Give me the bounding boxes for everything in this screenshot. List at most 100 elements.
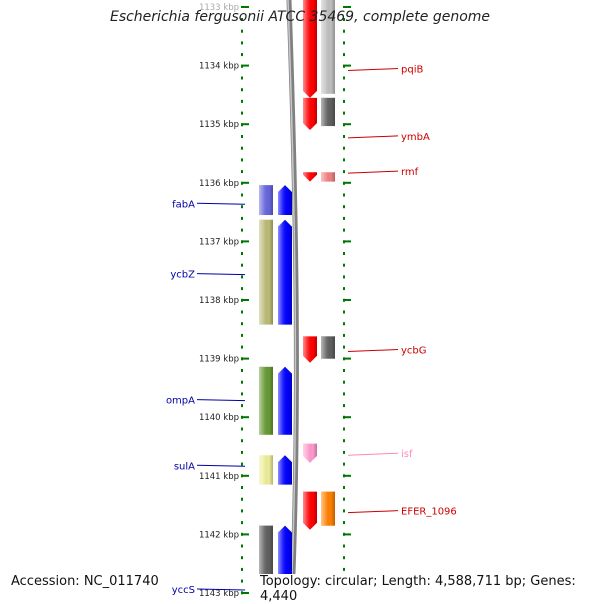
minor-tick xyxy=(241,146,243,150)
gene-ymba-class-bar-shade xyxy=(321,97,335,127)
minor-tick xyxy=(241,345,243,349)
backbone xyxy=(286,0,299,600)
minor-tick xyxy=(241,287,243,291)
tick-label: 1135 kbp xyxy=(199,120,239,130)
major-tick-left xyxy=(241,592,249,594)
minor-tick xyxy=(241,158,243,162)
gene-ompa-leader xyxy=(196,399,246,402)
genome-backbone-highlight xyxy=(287,0,297,600)
gene-pqib-leader xyxy=(347,68,399,72)
major-tick-left xyxy=(241,357,249,360)
minor-tick xyxy=(241,216,243,220)
major-tick-right xyxy=(343,123,351,126)
minor-tick xyxy=(343,462,345,466)
minor-tick xyxy=(241,99,243,103)
minor-tick xyxy=(241,544,243,548)
major-tick-right xyxy=(343,474,351,477)
minor-tick xyxy=(241,111,243,115)
gene-ycbg-arrow-shade xyxy=(303,336,317,363)
minor-tick xyxy=(343,135,345,138)
minor-tick xyxy=(343,193,345,197)
gene-efer-1096-label[interactable]: EFER_1096 xyxy=(401,507,457,518)
minor-tick xyxy=(241,404,243,408)
minor-tick xyxy=(241,521,243,525)
tick-label: 1141 kbp xyxy=(199,472,239,482)
gene-labels: pqiB ymbA rmf ycbG isf EFER_1096 fabA ycbZ ompA s… xyxy=(166,65,457,596)
minor-tick xyxy=(343,404,345,408)
major-tick-left xyxy=(241,240,249,243)
minor-tick xyxy=(343,170,345,174)
gene-ycbz-class-bar-shade xyxy=(259,219,273,325)
gene-faba-label[interactable]: fabA xyxy=(172,199,195,210)
gene-ycbz-arrow-shade xyxy=(278,219,292,325)
minor-tick xyxy=(241,509,243,513)
gene-sula-label[interactable]: sulA xyxy=(174,461,195,472)
major-tick-left xyxy=(241,6,249,8)
gene-pqib-arrow-shade xyxy=(303,0,317,98)
minor-tick xyxy=(241,263,243,267)
gene-ycbg-label[interactable]: ycbG xyxy=(401,346,427,357)
gene-sula-arrow-shade xyxy=(278,455,292,485)
minor-tick xyxy=(343,345,345,349)
minor-tick xyxy=(241,556,243,560)
minor-tick xyxy=(241,486,243,489)
minor-tick xyxy=(343,567,345,571)
minor-tick xyxy=(343,497,345,501)
minor-tick xyxy=(241,439,243,443)
major-tick-right xyxy=(343,357,351,360)
gene-sula-class-bar-shade xyxy=(259,455,273,485)
minor-tick xyxy=(241,427,243,431)
minor-tick xyxy=(343,392,345,396)
gene-rmf-arrow-shade xyxy=(303,172,317,182)
major-tick-left xyxy=(241,181,249,184)
minor-tick xyxy=(343,216,345,220)
minor-tick xyxy=(241,76,243,80)
major-tick-left xyxy=(241,64,249,67)
minor-tick xyxy=(241,462,243,466)
gene-sula-leader xyxy=(196,464,246,467)
minor-tick xyxy=(241,228,243,232)
gene-faba-class-bar-shade xyxy=(259,185,273,216)
minor-tick xyxy=(343,111,345,115)
minor-tick xyxy=(343,369,345,372)
major-tick-right xyxy=(343,299,351,301)
gene-ymba-label[interactable]: ymbA xyxy=(401,132,430,143)
gene-ompa-label[interactable]: ompA xyxy=(166,396,195,407)
gene-ompa-class-bar-shade xyxy=(259,366,273,435)
minor-tick xyxy=(241,29,243,33)
minor-tick xyxy=(343,380,345,384)
axis-ticks: 1133 kbp 1134 kbp 1135 kbp 1136 kbp 1137 kbp… xyxy=(199,3,351,599)
gene-pqib-label[interactable]: pqiB xyxy=(401,65,423,76)
map-title: Escherichia fergusonii ATCC 35469, compl… xyxy=(109,9,491,25)
major-tick-right xyxy=(343,416,351,419)
minor-tick xyxy=(343,263,345,267)
minor-tick xyxy=(343,287,345,291)
tick-label: 1140 kbp xyxy=(199,413,239,423)
genome-backbone xyxy=(286,0,299,600)
gene-ycbg-class-bar-shade xyxy=(321,336,335,359)
accession-text: Accession: NC_011740 xyxy=(9,574,161,589)
minor-tick xyxy=(343,275,345,279)
gene-isf-arrow-shade xyxy=(303,443,317,463)
major-tick-right xyxy=(343,6,351,8)
gene-faba-leader xyxy=(196,202,246,205)
tick-label: 1133 kbp xyxy=(199,3,239,13)
gene-yccs-label[interactable]: yccS xyxy=(172,585,195,596)
minor-tick xyxy=(343,252,345,255)
minor-tick xyxy=(343,18,345,21)
gene-efer-1096-leader xyxy=(347,510,399,514)
minor-tick xyxy=(241,369,243,372)
gene-ycbg-leader xyxy=(347,349,399,353)
gene-isf-label[interactable]: isf xyxy=(401,449,413,460)
gene-ymba-leader xyxy=(347,135,399,139)
gene-rmf-label[interactable]: rmf xyxy=(401,167,419,178)
gene-rmf-class-bar-shade xyxy=(321,172,335,182)
gene-ycbz-label[interactable]: ycbZ xyxy=(170,270,195,281)
tick-label: 1142 kbp xyxy=(199,530,239,540)
minor-tick xyxy=(343,450,345,454)
tick-label: 1143 kbp xyxy=(199,589,239,599)
major-tick-left xyxy=(241,474,249,477)
minor-tick xyxy=(241,252,243,255)
gene-ymba-arrow-shade xyxy=(303,97,317,131)
minor-tick xyxy=(343,88,345,92)
